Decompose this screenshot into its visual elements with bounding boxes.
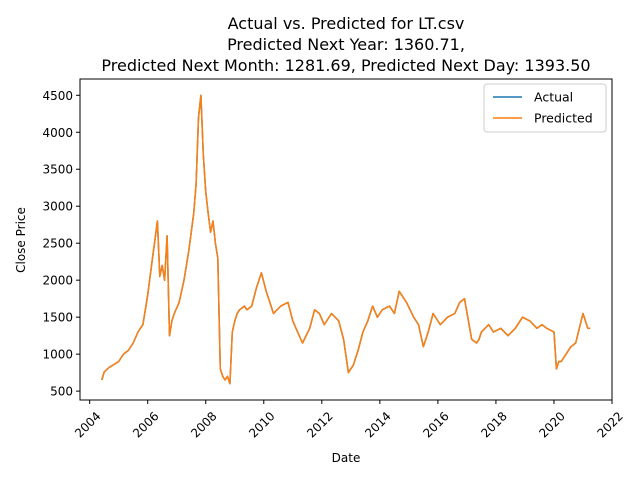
chart-title: Actual vs. Predicted for LT.csv Predicte… (101, 14, 590, 75)
title-line-1: Actual vs. Predicted for LT.csv (228, 14, 465, 33)
legend: Actual Predicted (483, 83, 607, 133)
y-tick-label: 2500 (42, 237, 73, 251)
y-tick-label: 2000 (42, 274, 73, 288)
y-tick-label: 500 (50, 385, 73, 399)
series-line-predicted (101, 94, 591, 385)
title-line-2: Predicted Next Year: 1360.71, (227, 35, 465, 54)
plot-area (79, 78, 613, 401)
x-axis-label: Date (332, 451, 361, 465)
y-tick-label: 3000 (42, 200, 73, 214)
y-axis-ticks: 500 1000 1500 2000 2500 3000 3500 4000 4500 (42, 89, 80, 399)
y-tick-label: 4000 (42, 126, 73, 140)
title-line-3: Predicted Next Month: 1281.69, Predicted… (101, 56, 590, 75)
y-tick-label: 1000 (42, 348, 73, 362)
series-layer (101, 94, 591, 385)
axes-frame (79, 78, 613, 401)
y-tick-label: 3500 (42, 163, 73, 177)
legend-label-predicted: Predicted (534, 111, 593, 126)
y-axis-label: Close Price (14, 207, 28, 273)
legend-box (483, 83, 607, 133)
y-tick-label: 1500 (42, 311, 73, 325)
legend-label-actual: Actual (534, 90, 573, 105)
y-tick-label: 4500 (42, 89, 73, 103)
